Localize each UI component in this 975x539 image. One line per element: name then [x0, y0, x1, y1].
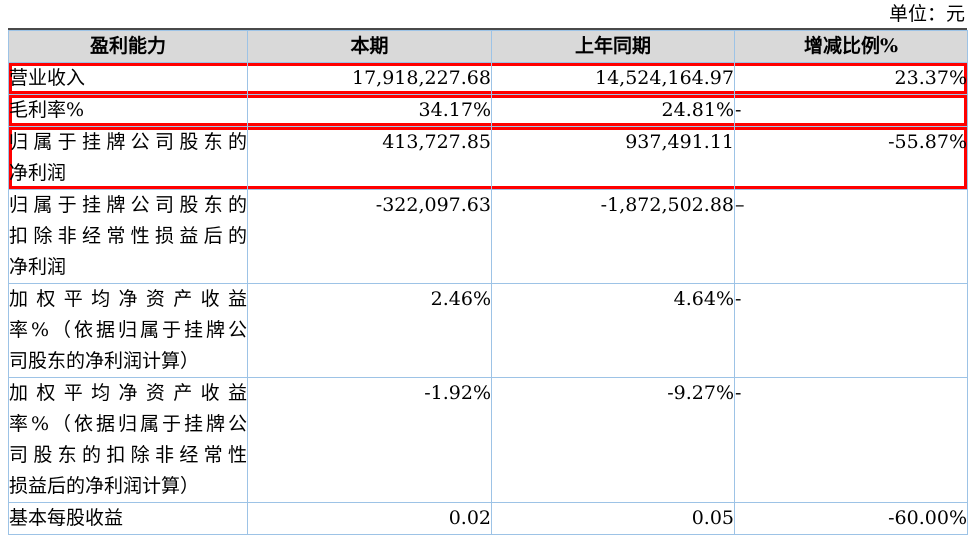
change-ratio-value: - — [734, 94, 968, 127]
change-ratio-value: - — [734, 283, 968, 378]
table-row-weighted-avg-roe: 加权平均净资产收益 率%（依据归属于挂牌公 司股东的净利润计算） 2.46% 4.6… — [8, 283, 968, 378]
current-period-value: 2.46% — [247, 283, 492, 378]
table-row-operating-revenue: 营业收入 17,918,227.68 14,524,164.97 23.37% — [8, 62, 968, 95]
row-label: 加权平均净资产收益 率%（依据归属于挂牌公 司股东的净利润计算） — [8, 283, 248, 378]
row-label: 毛利率% — [8, 94, 248, 127]
header-prior-period: 上年同期 — [491, 30, 735, 63]
row-label: 营业收入 — [8, 62, 248, 95]
current-period-value: 0.02 — [247, 502, 492, 535]
table-row-gross-margin: 毛利率% 34.17% 24.81% - — [8, 94, 968, 127]
change-ratio-value: 23.37% — [734, 62, 968, 95]
table-row-weighted-avg-roe-excl-nonrecurring: 加权平均净资产收益 率%（依据归属于挂牌公 司股东的扣除非经常性 损益后的净利润计算）… — [8, 377, 968, 503]
prior-period-value: -9.27% — [491, 377, 735, 503]
current-period-value: 413,727.85 — [247, 126, 492, 190]
change-ratio-value: -55.87% — [734, 126, 968, 190]
current-period-value: 34.17% — [247, 94, 492, 127]
table-row-basic-eps: 基本每股收益 0.02 0.05 -60.00% — [8, 502, 968, 535]
profitability-table: 盈利能力 本期 上年同期 增减比例% 营业收入 17,918,227.68 14… — [8, 30, 968, 535]
prior-period-value: 4.64% — [491, 283, 735, 378]
prior-period-value: -1,872,502.88 — [491, 189, 735, 284]
table-row-net-profit-excl-nonrecurring: 归属于挂牌公司股东的 扣除非经常性损益后的 净利润 -322,097.63 -1,8… — [8, 189, 968, 284]
table-header-row: 盈利能力 本期 上年同期 增减比例% — [8, 30, 968, 63]
prior-period-value: 0.05 — [491, 502, 735, 535]
row-label: 归属于挂牌公司股东的 扣除非经常性损益后的 净利润 — [8, 189, 248, 284]
change-ratio-value: -60.00% — [734, 502, 968, 535]
prior-period-value: 24.81% — [491, 94, 735, 127]
current-period-value: -1.92% — [247, 377, 492, 503]
header-current-period: 本期 — [247, 30, 492, 63]
table-row-net-profit-attributable: 归属于挂牌公司股东的 净利润 413,727.85 937,491.11 -55.… — [8, 126, 968, 190]
prior-period-value: 937,491.11 — [491, 126, 735, 190]
row-label: 基本每股收益 — [8, 502, 248, 535]
header-metric: 盈利能力 — [8, 30, 248, 63]
unit-label: 单位：元 — [888, 3, 965, 25]
prior-period-value: 14,524,164.97 — [491, 62, 735, 95]
header-change-ratio: 增减比例% — [734, 30, 968, 63]
current-period-value: -322,097.63 — [247, 189, 492, 284]
row-label: 加权平均净资产收益 率%（依据归属于挂牌公 司股东的扣除非经常性 损益后的净利润计算） — [8, 377, 248, 503]
current-period-value: 17,918,227.68 — [247, 62, 492, 95]
row-label: 归属于挂牌公司股东的 净利润 — [8, 126, 248, 190]
profitability-table-wrap: 盈利能力 本期 上年同期 增减比例% 营业收入 17,918,227.68 14… — [8, 28, 968, 535]
change-ratio-value: - — [734, 377, 968, 503]
change-ratio-value: – — [734, 189, 968, 284]
